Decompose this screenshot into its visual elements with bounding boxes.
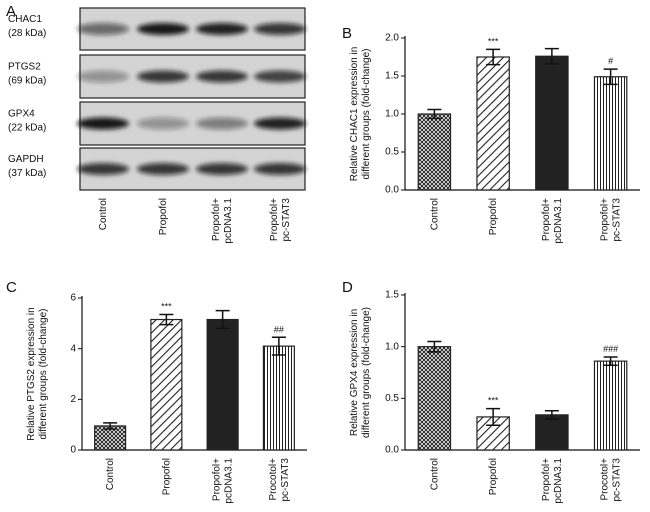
y-tick-label: 1.5 (385, 71, 399, 82)
bar (535, 55, 569, 191)
bar (94, 425, 127, 451)
blot-band (77, 117, 129, 130)
blot-band (196, 70, 248, 83)
y-tick-label: 1.0 (385, 341, 399, 352)
error-bar (427, 108, 442, 120)
panel-label: B (342, 25, 352, 42)
blot-row-label: PTGS2 (69 kDa) (8, 61, 46, 86)
blot-row-label: GPX4 (22 kDa) (8, 108, 46, 133)
blot-band (196, 117, 248, 130)
bar (593, 76, 628, 191)
y-tick-label: 0.5 (385, 393, 399, 404)
x-tick-label: Propofol (488, 198, 499, 235)
x-tick-label: Propofol+pcDNA3.1 (541, 458, 564, 504)
y-tick-label: 0.5 (385, 147, 399, 158)
x-tick-label: Propofol (488, 458, 499, 495)
y-tick-label: 1.0 (385, 109, 399, 120)
bar (593, 360, 628, 451)
blot-lane-label: Propofol+pc-STAT3 (269, 198, 292, 242)
y-tick-label: 2.0 (385, 33, 399, 44)
error-bar (486, 48, 501, 66)
bar (206, 318, 239, 451)
error-bar (486, 407, 501, 426)
blot-lane-label: Control (98, 198, 109, 230)
bar (535, 414, 569, 451)
panel-label: C (6, 279, 17, 296)
x-tick-label: Control (105, 458, 116, 490)
y-tick-label: 0.0 (385, 185, 399, 196)
blot-lane-label: Propofol+pcDNA3.1 (211, 198, 234, 244)
y-tick-label: 2 (70, 394, 76, 405)
x-tick-label: Propofol (161, 458, 172, 495)
panel-label: A (6, 3, 16, 20)
error-bar (544, 409, 559, 420)
blot-band (196, 23, 248, 35)
bar (417, 113, 452, 191)
blot-band (254, 117, 306, 130)
blot-band (137, 163, 189, 175)
error-bar (103, 422, 118, 430)
significance-label: # (608, 56, 613, 66)
blot-band (196, 163, 248, 175)
error-bar (271, 336, 286, 356)
x-tick-label: Propofol+pcDNA3.1 (541, 198, 564, 244)
y-tick-label: 0 (70, 445, 76, 456)
panel-label: D (342, 279, 353, 296)
x-tick-label: Procotol+pc-STAT3 (268, 458, 291, 502)
significance-label: *** (488, 396, 499, 406)
error-bar (215, 309, 230, 330)
y-tick-label: 0.0 (385, 445, 399, 456)
blot-band (77, 23, 129, 35)
blot-lane-label: Propofol (158, 198, 169, 235)
error-bar (603, 356, 618, 367)
y-tick-label: 1.5 (385, 290, 399, 301)
x-tick-label: Control (429, 458, 440, 490)
bar (262, 345, 295, 451)
blot-band (254, 163, 306, 175)
blot-row-label: GAPDH (37 kDa) (8, 154, 46, 179)
error-bar (427, 340, 442, 353)
blot-band (137, 117, 189, 130)
y-axis-label: Relative PTGS2 expression indifferent gr… (26, 307, 49, 440)
significance-label: *** (488, 36, 499, 46)
y-tick-label: 6 (70, 293, 76, 304)
bar (476, 56, 510, 191)
blot-band (254, 70, 306, 83)
blot-band (77, 70, 129, 83)
bar (150, 318, 183, 451)
bar (417, 346, 452, 451)
blot-row-label: CHAC1 (28 kDa) (8, 14, 46, 39)
x-tick-label: Propofol+pc-STAT3 (600, 198, 623, 242)
error-bar (159, 313, 174, 326)
blot-band (254, 23, 306, 35)
y-axis-label: Relative GPX4 expression indifferent gro… (349, 307, 372, 438)
significance-label: ## (274, 324, 284, 334)
x-tick-label: Control (429, 198, 440, 230)
error-bar (603, 68, 618, 86)
error-bar (544, 47, 559, 65)
significance-label: ### (603, 344, 618, 354)
blot-band (137, 70, 189, 83)
x-tick-label: Propofol+pcDNA3.1 (212, 458, 235, 504)
y-tick-label: 4 (70, 343, 76, 354)
blot-band (77, 163, 129, 175)
blot-band (137, 23, 189, 35)
y-axis-label: Relative CHAC1 expression indifferent gr… (349, 47, 372, 182)
significance-label: *** (161, 301, 172, 311)
x-tick-label: Procotol+pc-STAT3 (600, 458, 623, 502)
